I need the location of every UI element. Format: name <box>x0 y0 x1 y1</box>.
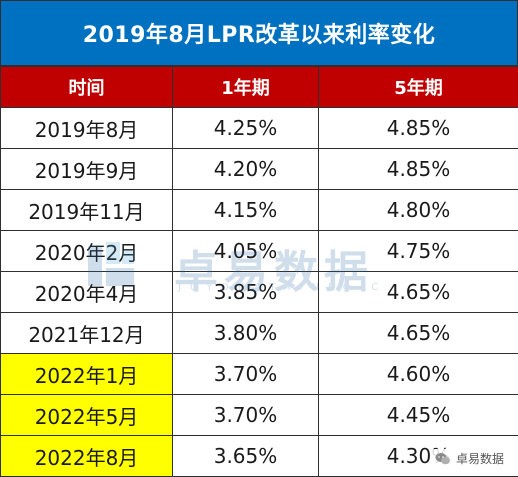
cell-five-year: 4.65% <box>319 272 518 313</box>
cell-one-year: 3.70% <box>173 354 319 395</box>
header-five-year: 5年期 <box>319 67 518 108</box>
cell-five-year: 4.85% <box>319 108 518 149</box>
cell-date: 2021年12月 <box>1 313 173 354</box>
cell-date: 2020年2月 <box>1 231 173 272</box>
cell-date: 2022年1月 <box>1 354 173 395</box>
cell-date: 2019年9月 <box>1 149 173 190</box>
cell-five-year: 4.60% <box>319 354 518 395</box>
header-date: 时间 <box>1 67 173 108</box>
header-one-year: 1年期 <box>173 67 319 108</box>
cell-date: 2019年11月 <box>1 190 173 231</box>
cell-date: 2019年8月 <box>1 108 173 149</box>
cell-date: 2022年5月 <box>1 395 173 436</box>
cell-date: 2022年8月 <box>1 436 173 477</box>
cell-one-year: 4.05% <box>173 231 319 272</box>
cell-five-year: 4.65% <box>319 313 518 354</box>
cell-one-year: 3.65% <box>173 436 319 477</box>
cell-date: 2020年4月 <box>1 272 173 313</box>
cell-one-year: 3.80% <box>173 313 319 354</box>
cell-one-year: 3.70% <box>173 395 319 436</box>
table-title: 2019年8月LPR改革以来利率变化 <box>0 0 518 66</box>
cell-five-year: 4.80% <box>319 190 518 231</box>
cell-five-year: 4.85% <box>319 149 518 190</box>
credit-label: 卓易数据 <box>456 450 504 467</box>
cell-one-year: 3.85% <box>173 272 319 313</box>
cell-five-year: 4.45% <box>319 395 518 436</box>
cell-one-year: 4.20% <box>173 149 319 190</box>
cell-one-year: 4.25% <box>173 108 319 149</box>
header-row: 时间 1年期 5年期 <box>1 67 518 108</box>
source-credit: 卓易数据 <box>431 449 508 468</box>
cell-five-year: 4.75% <box>319 231 518 272</box>
cell-one-year: 4.15% <box>173 190 319 231</box>
wechat-icon <box>435 452 451 466</box>
